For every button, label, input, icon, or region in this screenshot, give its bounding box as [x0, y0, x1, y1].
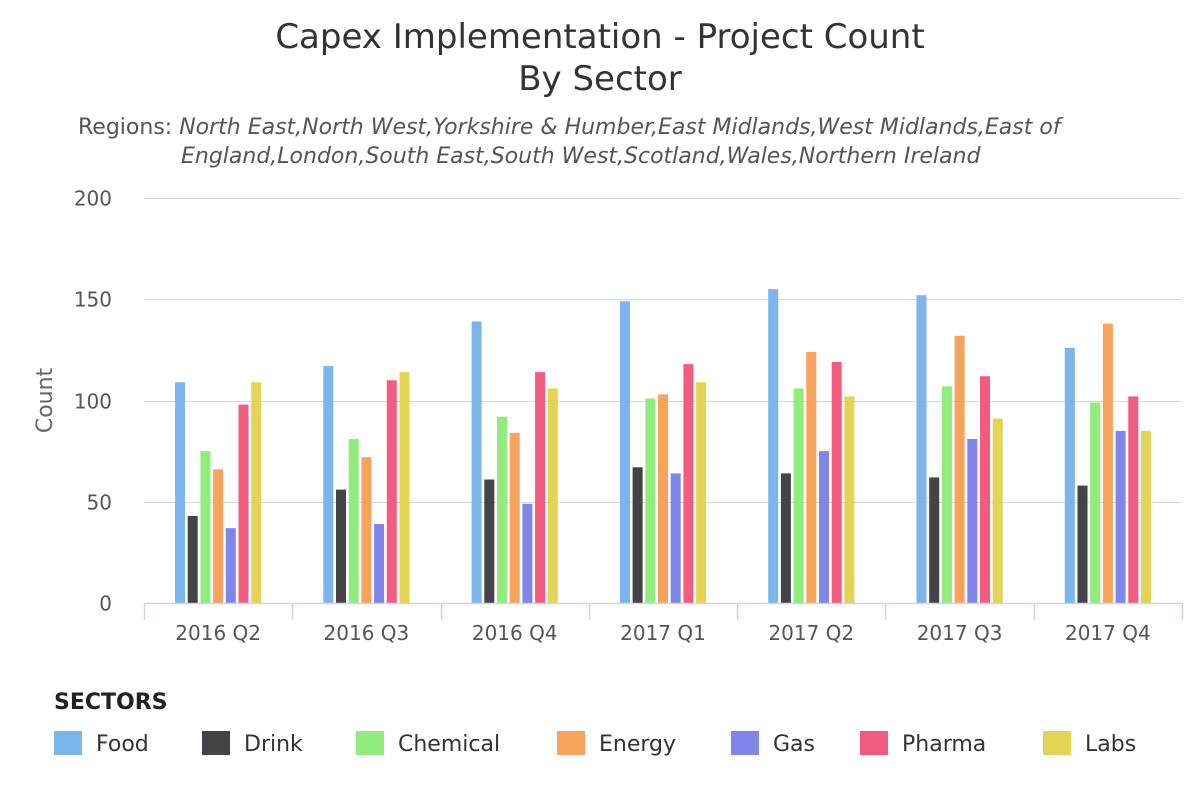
x-tick-label: 2017 Q4	[1065, 621, 1151, 645]
bar-pharma-2017-q1[interactable]	[683, 364, 694, 603]
legend-swatch	[54, 731, 82, 755]
legend-item-chemical[interactable]: Chemical	[356, 731, 500, 757]
bar-pharma-2016-q4[interactable]	[535, 372, 546, 603]
bar-labs-2016-q2[interactable]	[251, 382, 262, 603]
bar-chemical-2016-q4[interactable]	[497, 416, 507, 603]
subtitle-label: Regions:	[78, 115, 172, 140]
bar-drink-2016-q3[interactable]	[336, 489, 346, 603]
x-axis: 2016 Q2 2016 Q3 2016 Q4 2017 Q1 2017 Q2 2017 …	[143, 602, 1184, 645]
chart-title-line-2: By Sector	[518, 59, 682, 99]
bar-pharma-2017-q4[interactable]	[1128, 396, 1139, 603]
legend-label: Labs	[1085, 732, 1136, 757]
bar-chemical-2017-q4[interactable]	[1090, 402, 1101, 604]
bar-pharma-2017-q3[interactable]	[980, 376, 990, 603]
legend-item-energy[interactable]: Energy	[557, 731, 676, 757]
bar-chemical-2016-q3[interactable]	[348, 439, 359, 603]
y-tick-label: 50	[87, 491, 112, 515]
bar-labs-2017-q4[interactable]	[1141, 430, 1151, 603]
y-axis-title: Count	[33, 367, 58, 433]
legend-swatch	[860, 731, 888, 755]
chart-title: Capex Implementation - Project Count By …	[275, 17, 924, 99]
legend-swatch	[356, 731, 384, 755]
bars	[175, 289, 1151, 604]
bar-gas-2017-q2[interactable]	[819, 451, 829, 603]
legend-swatch	[731, 731, 759, 755]
legend: SECTORS Food Drink Chemical Energy Gas Pharma…	[54, 690, 1136, 757]
bar-chemical-2017-q2[interactable]	[793, 388, 804, 603]
bar-drink-2017-q4[interactable]	[1077, 485, 1088, 603]
legend-item-drink[interactable]: Drink	[202, 731, 303, 757]
bar-drink-2017-q1[interactable]	[632, 467, 643, 603]
bar-energy-2017-q3[interactable]	[954, 335, 965, 603]
bar-gas-2016-q2[interactable]	[225, 528, 236, 603]
bar-gas-2017-q3[interactable]	[967, 439, 978, 603]
bar-pharma-2016-q2[interactable]	[238, 404, 249, 603]
bar-food-2016-q2[interactable]	[175, 382, 185, 603]
bar-gas-2017-q1[interactable]	[670, 473, 681, 603]
chart-title-line-1: Capex Implementation - Project Count	[275, 17, 924, 57]
legend-label: Pharma	[902, 732, 986, 757]
bar-chemical-2017-q3[interactable]	[941, 386, 952, 603]
bar-chemical-2017-q1[interactable]	[645, 398, 656, 604]
subtitle-line-1: Regions: North East,North West,Yorkshire…	[78, 115, 1064, 140]
bar-food-2016-q4[interactable]	[471, 321, 482, 604]
bar-energy-2016-q4[interactable]	[509, 432, 520, 603]
legend-label: Energy	[599, 732, 676, 757]
bar-energy-2016-q2[interactable]	[213, 469, 224, 603]
bar-gas-2017-q4[interactable]	[1115, 430, 1126, 603]
legend-label: Food	[96, 732, 149, 757]
bar-food-2017-q4[interactable]	[1064, 347, 1075, 603]
bar-energy-2017-q1[interactable]	[658, 394, 668, 603]
chart-subtitle: Regions: North East,North West,Yorkshire…	[78, 115, 1064, 169]
legend-title: SECTORS	[54, 690, 168, 715]
bar-chemical-2016-q2[interactable]	[200, 451, 211, 603]
bar-energy-2016-q3[interactable]	[361, 457, 372, 603]
x-tick-label: 2016 Q4	[472, 621, 558, 645]
y-tick-label: 100	[74, 390, 112, 414]
bar-drink-2017-q2[interactable]	[780, 473, 791, 603]
bar-labs-2017-q2[interactable]	[844, 396, 855, 603]
bar-drink-2016-q2[interactable]	[187, 515, 198, 603]
legend-swatch	[202, 731, 230, 755]
legend-swatch	[557, 731, 585, 755]
bar-gas-2016-q4[interactable]	[522, 503, 533, 603]
x-tick-label: 2017 Q3	[917, 621, 1003, 645]
x-tick-label: 2017 Q1	[620, 621, 706, 645]
legend-label: Chemical	[398, 732, 500, 757]
bar-energy-2017-q4[interactable]	[1102, 323, 1113, 603]
x-tick-label: 2016 Q2	[175, 621, 261, 645]
y-tick-label: 0	[99, 592, 112, 616]
legend-swatch	[1043, 731, 1071, 755]
subtitle-regions-2: England,London,South East,South West,Sco…	[181, 144, 981, 169]
x-tick-label: 2017 Q2	[768, 621, 854, 645]
legend-item-labs[interactable]: Labs	[1043, 731, 1136, 757]
legend-label: Drink	[244, 732, 303, 757]
x-tick-label: 2016 Q3	[324, 621, 410, 645]
subtitle-regions-1: North East,North West,Yorkshire & Humber…	[179, 115, 1064, 140]
y-tick-label: 200	[74, 187, 112, 211]
bar-labs-2016-q3[interactable]	[399, 372, 410, 603]
bar-food-2016-q3[interactable]	[323, 366, 334, 603]
bar-food-2017-q1[interactable]	[619, 301, 630, 603]
bar-pharma-2016-q3[interactable]	[386, 380, 397, 604]
bar-labs-2017-q3[interactable]	[992, 418, 1003, 603]
legend-item-pharma[interactable]: Pharma	[860, 731, 986, 757]
bar-drink-2017-q3[interactable]	[929, 477, 940, 603]
legend-item-food[interactable]: Food	[54, 731, 149, 757]
bar-labs-2017-q1[interactable]	[696, 382, 707, 603]
bar-food-2017-q2[interactable]	[768, 289, 779, 603]
y-axis: 0 50 100 150 200	[74, 187, 112, 616]
bar-food-2017-q3[interactable]	[916, 295, 927, 603]
y-tick-label: 150	[74, 288, 112, 312]
legend-label: Gas	[773, 732, 815, 757]
bar-energy-2017-q2[interactable]	[806, 351, 817, 603]
bar-labs-2016-q4[interactable]	[547, 388, 558, 603]
legend-item-gas[interactable]: Gas	[731, 731, 815, 757]
bar-drink-2016-q4[interactable]	[484, 479, 495, 604]
bar-gas-2016-q3[interactable]	[374, 524, 385, 603]
bar-pharma-2017-q2[interactable]	[831, 362, 842, 603]
